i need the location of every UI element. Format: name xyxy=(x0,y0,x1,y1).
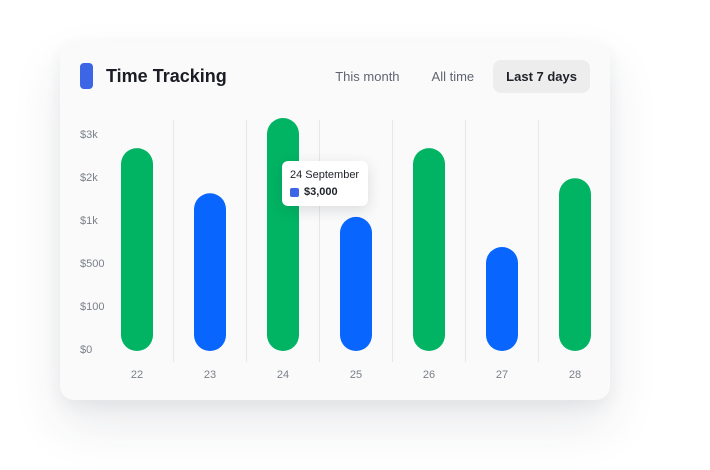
x-tick-label: 25 xyxy=(350,369,362,381)
bar-27 xyxy=(486,247,518,351)
bar-28 xyxy=(559,178,591,351)
bar-23 xyxy=(194,193,226,351)
x-tick-label: 24 xyxy=(277,369,289,381)
tooltip-series-swatch xyxy=(290,187,299,197)
x-tick-label: 26 xyxy=(423,369,435,381)
bar-chart: $3k $2k $1k $500 $100 $0 22 23 24 25 26 27 28 xyxy=(80,118,591,381)
bar-25 xyxy=(340,216,372,351)
tab-all-time[interactable]: All time xyxy=(431,69,475,84)
period-tabs: This month All time Last 7 days xyxy=(322,60,590,93)
bar-tooltip: 24 September $3,000 xyxy=(282,161,369,206)
y-tick-label: $0 xyxy=(80,344,92,356)
x-tick-label: 27 xyxy=(496,369,508,381)
y-tick-label: $1k xyxy=(80,215,98,227)
card-title: Time Tracking xyxy=(106,66,227,86)
title-accent-bar xyxy=(80,63,93,89)
y-tick-label: $3k xyxy=(80,129,98,141)
bar-22 xyxy=(121,148,153,351)
tab-last-7-days[interactable]: Last 7 days xyxy=(493,60,590,93)
tooltip-value: $3,000 xyxy=(304,186,338,198)
tab-this-month[interactable]: This month xyxy=(335,69,400,84)
bar-26 xyxy=(413,148,445,351)
tooltip-date: 24 September xyxy=(290,169,360,181)
y-tick-label: $100 xyxy=(80,301,104,313)
bar-24 xyxy=(267,118,299,351)
x-tick-label: 22 xyxy=(131,369,143,381)
x-tick-label: 28 xyxy=(569,369,581,381)
y-tick-label: $2k xyxy=(80,172,98,184)
time-tracking-card: Time Tracking This month All time Last 7… xyxy=(60,42,610,400)
y-tick-label: $500 xyxy=(80,258,104,270)
tooltip-value-row: $3,000 xyxy=(290,185,359,199)
x-tick-label: 23 xyxy=(204,369,216,381)
